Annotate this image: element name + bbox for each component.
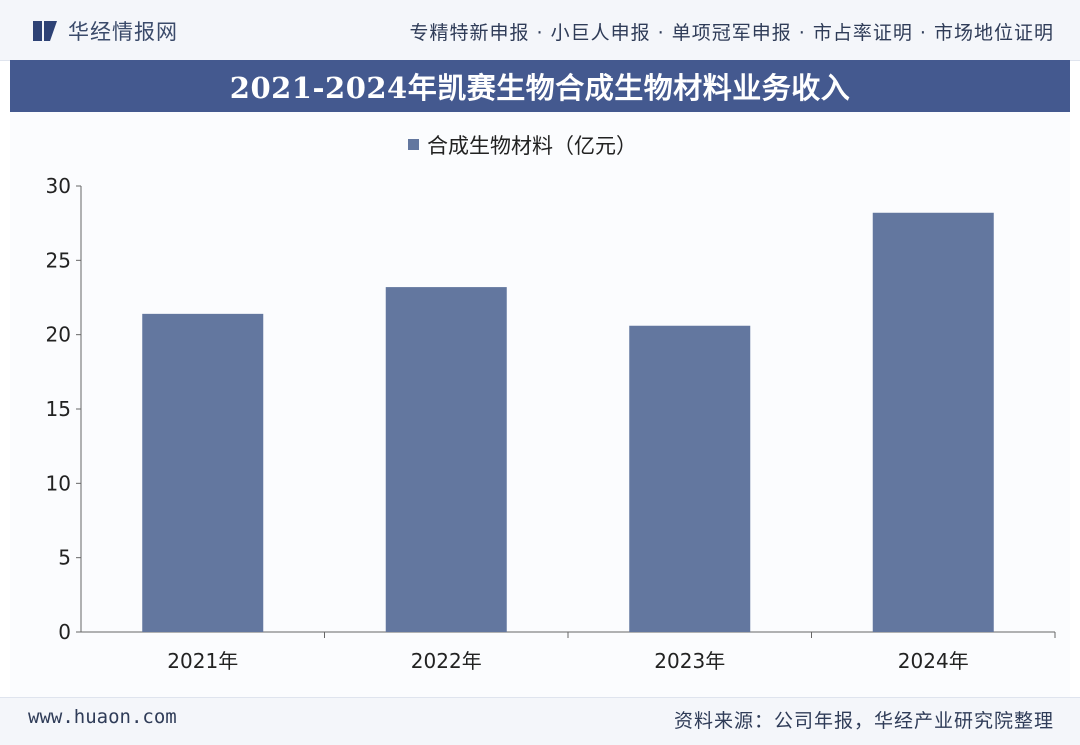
site-logo[interactable]: 华经情报网 bbox=[32, 16, 178, 46]
x-tick-label: 2021年 bbox=[167, 649, 238, 673]
bar-chart: 合成生物材料（亿元） 0 5 10 15 20 25 30 2021年 2022年 2023年 202… bbox=[46, 134, 1056, 673]
huajing-logo-icon bbox=[33, 21, 57, 41]
x-tick-label: 2023年 bbox=[654, 649, 725, 673]
y-tick-label: 30 bbox=[46, 174, 71, 198]
services-banner[interactable]: 专精特新申报 · 小巨人申报 · 单项冠军申报 · 市占率证明 · 市场地位证明 bbox=[409, 22, 1054, 44]
y-tick-label: 20 bbox=[46, 323, 71, 347]
legend-swatch bbox=[408, 139, 419, 150]
bar bbox=[142, 313, 264, 632]
header-bar: 华经情报网 专精特新申报 · 小巨人申报 · 单项冠军申报 · 市占率证明 · … bbox=[0, 0, 1080, 61]
y-tick-label: 10 bbox=[46, 471, 71, 495]
y-tick-label: 5 bbox=[58, 546, 71, 570]
legend-label: 合成生物材料（亿元） bbox=[427, 134, 637, 158]
footer-url[interactable]: www.huaon.com bbox=[28, 706, 177, 728]
bar bbox=[872, 212, 994, 632]
y-tick-label: 0 bbox=[58, 620, 71, 644]
x-tick-label: 2024年 bbox=[898, 649, 969, 673]
x-tick-label: 2022年 bbox=[411, 649, 482, 673]
chart-title: 2021-2024年凯赛生物合成生物材料业务收入 bbox=[229, 71, 851, 105]
bar bbox=[385, 287, 507, 632]
footer-source: 资料来源：公司年报，华经产业研究院整理 bbox=[673, 710, 1054, 732]
footer-bar: www.huaon.com 资料来源：公司年报，华经产业研究院整理 bbox=[0, 697, 1080, 745]
logo-text: 华经情报网 bbox=[68, 20, 178, 44]
chart-title-bar: 2021-2024年凯赛生物合成生物材料业务收入 bbox=[10, 60, 1070, 112]
plot-area: 合成生物材料（亿元） 0 5 10 15 20 25 30 2021年 2022年 2023年 202… bbox=[10, 112, 1070, 697]
y-tick-label: 25 bbox=[46, 248, 71, 272]
bar bbox=[629, 325, 751, 632]
y-tick-label: 15 bbox=[46, 397, 71, 421]
